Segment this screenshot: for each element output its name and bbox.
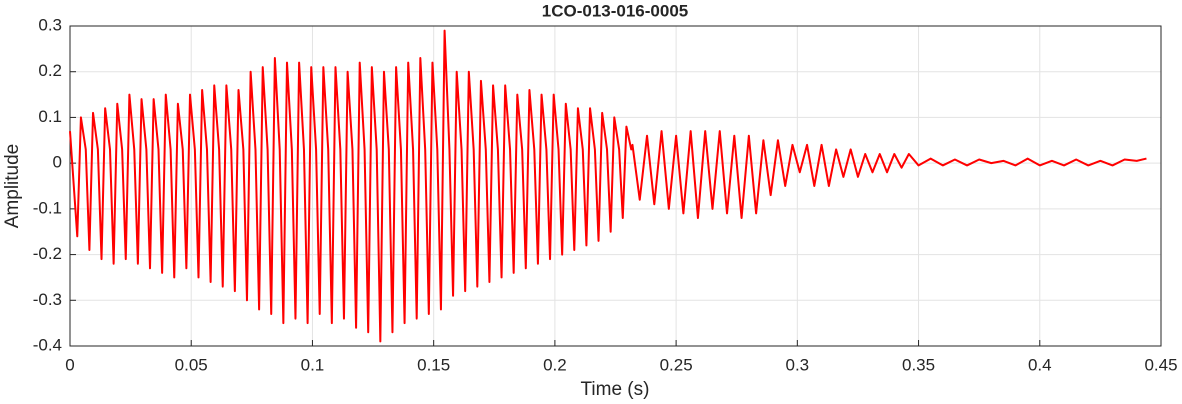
- y-tick-label: -0.2: [33, 244, 62, 263]
- x-tick-label: 0.25: [660, 355, 693, 374]
- y-tick-label: -0.1: [33, 198, 62, 217]
- x-tick-label: 0.3: [786, 355, 810, 374]
- y-tick-label: 0.2: [38, 61, 62, 80]
- y-tick-label: -0.4: [33, 335, 62, 354]
- plot-area: [70, 26, 1161, 346]
- x-tick-label: 0.05: [175, 355, 208, 374]
- y-tick-label: 0.3: [38, 15, 62, 34]
- axes-box: [69, 25, 1162, 347]
- x-tick-label: 0.15: [417, 355, 450, 374]
- x-tick-label: 0: [65, 355, 74, 374]
- x-tick-label: 0.4: [1028, 355, 1052, 374]
- waveform-line: [69, 29, 1147, 343]
- chart-title: 1CO-013-016-0005: [542, 1, 688, 20]
- y-tick-label: 0.1: [38, 107, 62, 126]
- y-axis-label: Amplitude: [2, 144, 23, 229]
- y-tick-label: 0: [53, 153, 62, 172]
- y-tick-label: -0.3: [33, 290, 62, 309]
- x-tick-label: 0.1: [301, 355, 325, 374]
- x-tick-label: 0.45: [1144, 355, 1177, 374]
- x-tick-label: 0.35: [902, 355, 935, 374]
- x-axis-label: Time (s): [581, 379, 650, 400]
- x-tick-label: 0.2: [543, 355, 567, 374]
